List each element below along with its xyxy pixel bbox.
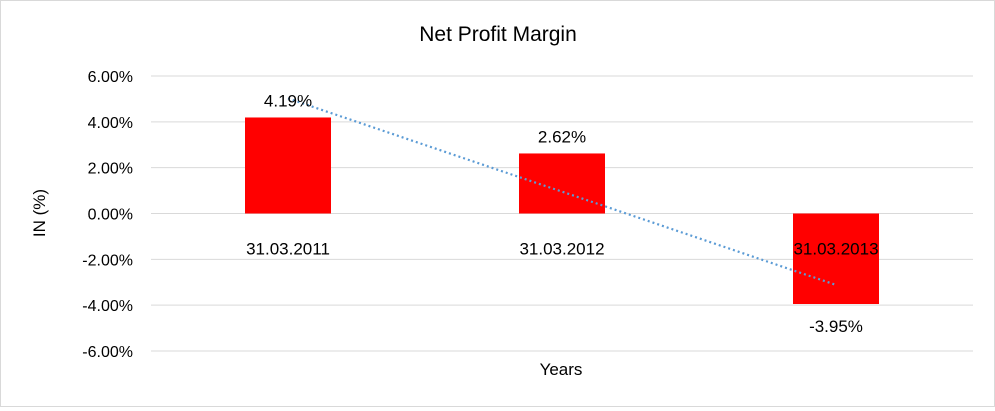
y-tick-label: 0.00% [88, 207, 133, 224]
category-label: 31.03.2013 [793, 240, 878, 259]
y-tick-label: -6.00% [82, 344, 133, 361]
data-label: -3.95% [809, 317, 863, 336]
y-tick-label: 2.00% [88, 161, 133, 178]
x-axis-label: Years [540, 360, 583, 379]
bar [519, 153, 605, 214]
bar [793, 213, 879, 305]
data-label: 4.19% [264, 91, 312, 110]
bars [245, 117, 879, 305]
y-tick-labels: 6.00% 4.00% 2.00% 0.00% -2.00% -4.00% -6.00% [82, 69, 133, 361]
bar [245, 117, 331, 214]
category-labels: 31.03.2011 31.03.2012 31.03.2013 [246, 240, 878, 259]
y-tick-label: 6.00% [88, 69, 133, 86]
category-label: 31.03.2011 [246, 240, 330, 259]
data-label: 2.62% [538, 127, 586, 146]
y-tick-label: 4.00% [88, 115, 133, 132]
y-axis-label: IN (%) [30, 189, 49, 237]
trendline-layer [287, 97, 837, 286]
category-label: 31.03.2012 [519, 240, 604, 259]
y-tick-label: -4.00% [82, 298, 133, 315]
chart-title: Net Profit Margin [419, 23, 577, 46]
trendline [287, 97, 837, 286]
y-tick-label: -2.00% [82, 252, 133, 269]
data-labels: 4.19% 2.62% -3.95% [264, 91, 863, 336]
